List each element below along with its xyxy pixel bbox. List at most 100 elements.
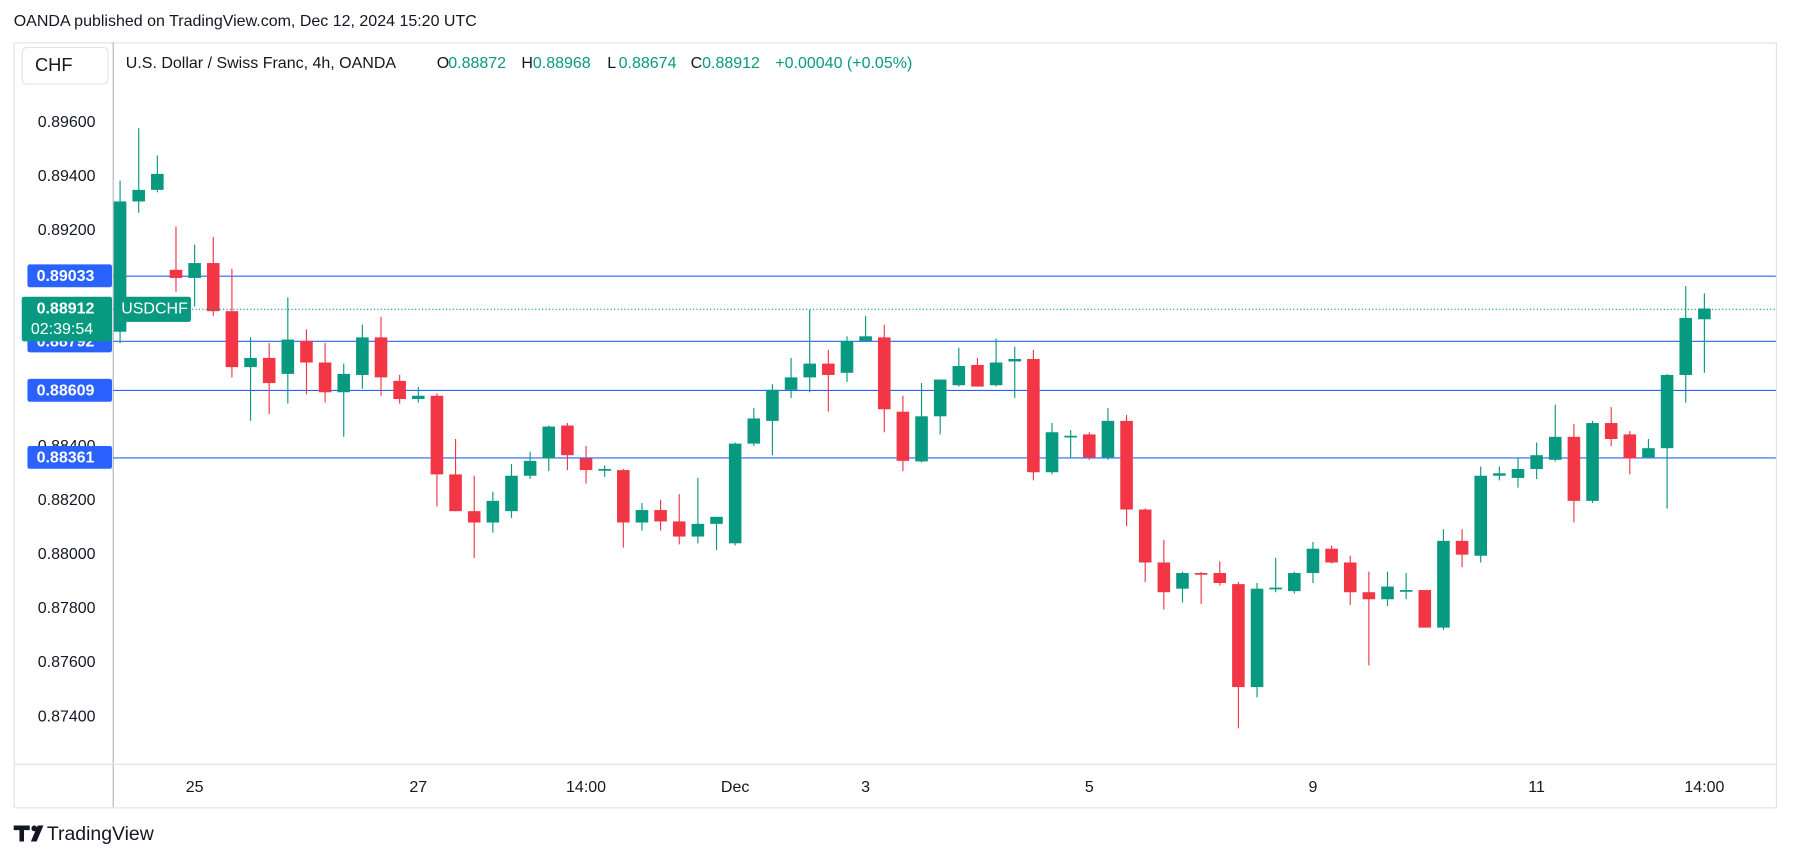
y-tick-label: 0.87600	[38, 654, 96, 671]
candle-body	[1176, 573, 1189, 589]
candle-body	[169, 269, 183, 278]
candle-body	[1455, 540, 1469, 555]
candle-body	[1157, 562, 1171, 593]
plot-area: 0.896000.894000.892000.884000.882000.880…	[21, 114, 1776, 796]
x-tick-label: 11	[1528, 779, 1545, 796]
candle-body	[1269, 587, 1282, 590]
price-line-label-box	[27, 445, 113, 469]
candle-body	[598, 468, 611, 471]
candle-body	[635, 510, 649, 523]
candle-body	[784, 377, 798, 390]
candle-body	[617, 470, 630, 523]
ohlc-key: O	[437, 55, 449, 72]
x-tick-label: 5	[1085, 779, 1094, 796]
candle-body	[132, 189, 145, 202]
candle-body	[840, 340, 854, 373]
candle-body	[1474, 475, 1488, 556]
candle-body	[1213, 573, 1227, 584]
candle-body	[877, 337, 891, 410]
price-line-label: 0.88609	[37, 383, 95, 400]
candle-body	[1194, 573, 1208, 575]
symbol-box	[114, 296, 191, 322]
x-tick-label: Dec	[721, 779, 749, 796]
candle-body	[412, 395, 425, 400]
candle-body	[318, 362, 332, 393]
candle-body	[505, 475, 518, 512]
candle-body	[1325, 548, 1338, 563]
candle-body	[1343, 562, 1357, 593]
candle-body	[281, 339, 295, 374]
candle-body	[1138, 509, 1152, 563]
x-tick-label: 25	[186, 779, 204, 796]
candle-body	[1064, 435, 1077, 438]
candle-body	[430, 395, 444, 475]
candle-body	[710, 516, 723, 524]
price-line-label: 0.89033	[37, 268, 95, 285]
candle-body	[859, 336, 872, 341]
x-tick-label: 9	[1309, 779, 1318, 796]
chart-frame	[13, 42, 1777, 809]
candle-body	[952, 366, 966, 386]
candle-body	[561, 425, 574, 456]
candle-body	[971, 364, 984, 387]
candle-body	[467, 511, 481, 523]
candle-body	[1567, 436, 1581, 501]
x-tick-label: 27	[409, 779, 427, 796]
ohlc-value: 0.88674	[619, 55, 677, 72]
ohlc-key: C	[691, 55, 703, 72]
candle-body	[654, 510, 667, 522]
y-tick-label: 0.89600	[38, 114, 96, 131]
current-price-box	[21, 296, 113, 342]
ohlc-value: 0.88912	[702, 55, 760, 72]
candle-body	[747, 418, 761, 444]
candle-body	[989, 362, 1003, 386]
ohlc-key: H	[521, 55, 533, 72]
y-tick-label: 0.89400	[38, 168, 96, 185]
candle-body	[1232, 584, 1245, 688]
countdown-label: 02:39:54	[31, 321, 93, 338]
candle-body	[1399, 590, 1413, 592]
change-value: +0.00040 (+0.05%)	[775, 55, 912, 72]
candle-body	[1306, 548, 1320, 574]
candle-body	[1120, 420, 1133, 510]
price-line-label-box	[27, 378, 113, 402]
candle-body	[225, 311, 239, 368]
candle-body	[691, 523, 705, 537]
candle-body	[1250, 588, 1264, 688]
publish-note: OANDA published on TradingView.com, Dec …	[14, 13, 477, 30]
candle-body	[1045, 432, 1059, 473]
candle-body	[1493, 473, 1506, 476]
symbol-label: USDCHF	[121, 301, 188, 318]
logo-mark	[13, 825, 44, 842]
candle-body	[188, 263, 201, 278]
ohlc-key: L	[607, 55, 616, 72]
candle-body	[337, 373, 351, 393]
candle-body	[1288, 573, 1301, 592]
candle-body	[393, 380, 406, 400]
candle-body	[1381, 586, 1394, 600]
currency-label[interactable]: CHF	[35, 54, 73, 75]
candle-body	[1698, 308, 1711, 320]
candle-body	[896, 411, 910, 461]
candle-body	[486, 500, 500, 523]
candle-body	[262, 357, 276, 384]
candle-body	[915, 416, 928, 462]
candle-body	[1623, 434, 1637, 459]
candle-body	[1008, 359, 1022, 362]
price-line-label-box	[27, 264, 113, 288]
candle-body	[206, 263, 220, 312]
currency-button[interactable]	[21, 46, 109, 85]
candle-body	[1642, 448, 1655, 458]
candle-body	[244, 357, 257, 368]
candle-body	[300, 340, 313, 363]
price-line-label: 0.88361	[37, 450, 95, 467]
candle-body	[766, 389, 779, 421]
candle-body	[822, 363, 835, 375]
candle-body	[1530, 455, 1543, 469]
candle-body	[1083, 434, 1096, 458]
y-tick-label: 0.87400	[38, 708, 96, 725]
x-tick-label: 14:00	[566, 779, 606, 796]
candle-body	[523, 460, 537, 476]
